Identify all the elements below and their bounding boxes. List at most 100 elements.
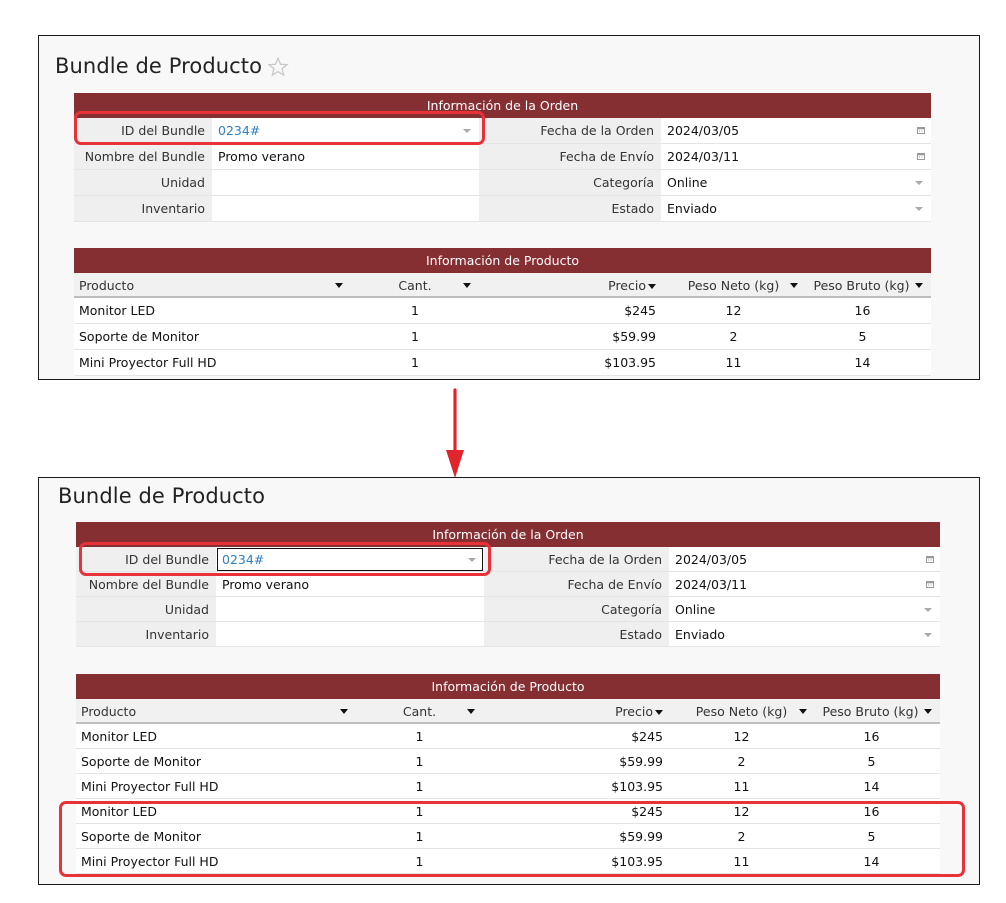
down-arrow-icon bbox=[446, 388, 464, 478]
star-icon[interactable] bbox=[267, 56, 289, 78]
table-cell-gross-weight[interactable]: 5 bbox=[815, 749, 940, 774]
inventory-field[interactable] bbox=[216, 622, 484, 647]
col-header-price[interactable]: Precio bbox=[479, 273, 661, 298]
table-cell-net-weight[interactable]: 12 bbox=[668, 724, 815, 749]
table-cell-qty[interactable]: 1 bbox=[356, 749, 483, 774]
table-cell-product[interactable]: Mini Proyector Full HD bbox=[76, 774, 356, 799]
col-header-qty[interactable]: Cant. bbox=[356, 699, 483, 724]
bundle-name-field[interactable]: Promo verano bbox=[216, 572, 484, 597]
table-cell-gross-weight[interactable]: 16 bbox=[815, 724, 940, 749]
ship-date-label: Fecha de Envío bbox=[484, 572, 669, 597]
calendar-icon[interactable] bbox=[917, 152, 925, 160]
table-cell-price[interactable]: $103.95 bbox=[479, 350, 661, 376]
table-cell-net-weight[interactable]: 2 bbox=[668, 749, 815, 774]
table-cell-product[interactable]: Soporte de Monitor bbox=[74, 324, 351, 350]
table-cell-qty[interactable]: 1 bbox=[356, 849, 483, 874]
table-cell-net-weight[interactable]: 11 bbox=[668, 774, 815, 799]
unit-label: Unidad bbox=[74, 170, 212, 196]
sort-caret-icon[interactable] bbox=[790, 283, 798, 288]
table-cell-gross-weight[interactable]: 16 bbox=[806, 298, 931, 324]
table-cell-price[interactable]: $245 bbox=[483, 724, 668, 749]
table-cell-price[interactable]: $245 bbox=[483, 799, 668, 824]
table-cell-qty[interactable]: 1 bbox=[356, 799, 483, 824]
table-cell-gross-weight[interactable]: 16 bbox=[815, 799, 940, 824]
table-cell-qty[interactable]: 1 bbox=[356, 724, 483, 749]
table-cell-product[interactable]: Monitor LED bbox=[76, 799, 356, 824]
sort-caret-icon[interactable] bbox=[463, 283, 471, 288]
sort-caret-icon[interactable] bbox=[335, 283, 343, 288]
unit-field[interactable] bbox=[212, 170, 479, 196]
table-cell-gross-weight[interactable]: 14 bbox=[806, 350, 931, 376]
table-cell-price[interactable]: $59.99 bbox=[483, 749, 668, 774]
ship-date-field[interactable]: 2024/03/11 bbox=[661, 144, 931, 170]
table-cell-gross-weight[interactable]: 14 bbox=[815, 849, 940, 874]
order-date-field[interactable]: 2024/03/05 bbox=[661, 118, 931, 144]
table-cell-price[interactable]: $103.95 bbox=[483, 774, 668, 799]
bundle-name-label: Nombre del Bundle bbox=[74, 144, 212, 170]
category-select[interactable]: Online bbox=[661, 170, 931, 196]
col-header-product[interactable]: Producto bbox=[74, 273, 351, 298]
col-header-product[interactable]: Producto bbox=[76, 699, 356, 724]
sort-caret-icon[interactable] bbox=[655, 710, 663, 715]
col-header-net-weight[interactable]: Peso Neto (kg) bbox=[661, 273, 806, 298]
calendar-icon[interactable] bbox=[917, 126, 925, 134]
table-cell-gross-weight[interactable]: 5 bbox=[806, 324, 931, 350]
table-cell-net-weight[interactable]: 2 bbox=[668, 824, 815, 849]
col-header-gross-weight[interactable]: Peso Bruto (kg) bbox=[815, 699, 940, 724]
table-cell-qty[interactable]: 1 bbox=[356, 824, 483, 849]
table-cell-product[interactable]: Mini Proyector Full HD bbox=[76, 849, 356, 874]
table-cell-price[interactable]: $59.99 bbox=[479, 324, 661, 350]
table-cell-product[interactable]: Mini Proyector Full HD bbox=[74, 350, 351, 376]
inventory-label: Inventario bbox=[74, 196, 212, 222]
table-cell-gross-weight[interactable]: 5 bbox=[815, 824, 940, 849]
col-header-price[interactable]: Precio bbox=[483, 699, 668, 724]
category-select[interactable]: Online bbox=[669, 597, 940, 622]
status-select[interactable]: Enviado bbox=[661, 196, 931, 222]
table-cell-qty[interactable]: 1 bbox=[351, 350, 479, 376]
calendar-icon[interactable] bbox=[926, 580, 934, 588]
table-cell-product[interactable]: Soporte de Monitor bbox=[76, 824, 356, 849]
table-cell-gross-weight[interactable]: 14 bbox=[815, 774, 940, 799]
order-date-field[interactable]: 2024/03/05 bbox=[669, 547, 940, 572]
table-cell-product[interactable]: Monitor LED bbox=[76, 724, 356, 749]
col-header-gross-weight[interactable]: Peso Bruto (kg) bbox=[806, 273, 931, 298]
calendar-icon[interactable] bbox=[926, 555, 934, 563]
table-cell-product[interactable]: Monitor LED bbox=[74, 298, 351, 324]
table-cell-price[interactable]: $59.99 bbox=[483, 824, 668, 849]
col-header-qty[interactable]: Cant. bbox=[351, 273, 479, 298]
status-select[interactable]: Enviado bbox=[669, 622, 940, 647]
col-header-net-weight[interactable]: Peso Neto (kg) bbox=[668, 699, 815, 724]
sort-caret-icon[interactable] bbox=[648, 284, 656, 289]
dropdown-caret-icon bbox=[924, 608, 932, 612]
table-cell-qty[interactable]: 1 bbox=[356, 774, 483, 799]
table-cell-qty[interactable]: 1 bbox=[351, 324, 479, 350]
product-table-body: Monitor LED 1 $245 12 16 Soporte de Monitor 1 $… bbox=[74, 298, 931, 376]
order-date-label: Fecha de la Orden bbox=[484, 547, 669, 572]
table-cell-net-weight[interactable]: 2 bbox=[661, 324, 806, 350]
bundle-id-label: ID del Bundle bbox=[76, 547, 216, 572]
sort-caret-icon[interactable] bbox=[340, 709, 348, 714]
sort-caret-icon[interactable] bbox=[915, 283, 923, 288]
table-cell-net-weight[interactable]: 12 bbox=[661, 298, 806, 324]
bundle-id-select[interactable]: 0234# bbox=[216, 547, 484, 572]
unit-field[interactable] bbox=[216, 597, 484, 622]
table-cell-net-weight[interactable]: 11 bbox=[661, 350, 806, 376]
table-cell-price[interactable]: $245 bbox=[479, 298, 661, 324]
table-cell-price[interactable]: $103.95 bbox=[483, 849, 668, 874]
product-info-header: Información de Producto bbox=[74, 248, 931, 273]
unit-label: Unidad bbox=[76, 597, 216, 622]
bundle-id-select[interactable]: 0234# bbox=[212, 118, 479, 144]
inventory-label: Inventario bbox=[76, 622, 216, 647]
table-cell-net-weight[interactable]: 12 bbox=[668, 799, 815, 824]
table-cell-product[interactable]: Soporte de Monitor bbox=[76, 749, 356, 774]
page-title: Bundle de Producto bbox=[58, 484, 266, 508]
sort-caret-icon[interactable] bbox=[467, 709, 475, 714]
dropdown-caret-icon bbox=[915, 181, 923, 185]
table-cell-net-weight[interactable]: 11 bbox=[668, 849, 815, 874]
ship-date-field[interactable]: 2024/03/11 bbox=[669, 572, 940, 597]
bundle-name-field[interactable]: Promo verano bbox=[212, 144, 479, 170]
sort-caret-icon[interactable] bbox=[799, 709, 807, 714]
table-cell-qty[interactable]: 1 bbox=[351, 298, 479, 324]
sort-caret-icon[interactable] bbox=[924, 709, 932, 714]
inventory-field[interactable] bbox=[212, 196, 479, 222]
